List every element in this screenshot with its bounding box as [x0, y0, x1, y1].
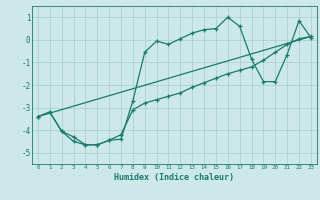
X-axis label: Humidex (Indice chaleur): Humidex (Indice chaleur)	[115, 173, 234, 182]
